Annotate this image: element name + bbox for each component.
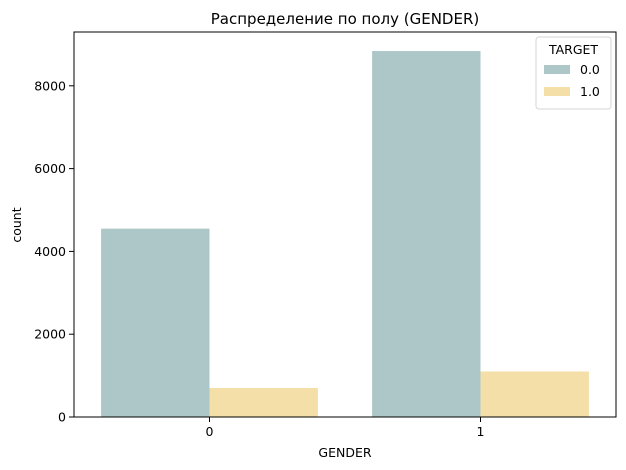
x-tick-label: 0 — [206, 424, 214, 439]
legend-label-1: 1.0 — [580, 84, 600, 99]
x-tick-label: 1 — [477, 424, 485, 439]
legend-label-0: 0.0 — [580, 62, 600, 77]
y-tick-label: 8000 — [34, 78, 66, 93]
chart-title: Распределение по полу (GENDER) — [211, 10, 479, 28]
legend-swatch-1 — [544, 87, 570, 96]
bars-layer — [101, 51, 589, 418]
bar-gender-0-target-1.0 — [209, 388, 318, 417]
y-axis: 0 2000 4000 6000 8000 — [34, 78, 74, 425]
y-tick-label: 6000 — [34, 161, 66, 176]
y-tick-label: 2000 — [34, 327, 66, 342]
x-axis-label: GENDER — [318, 445, 371, 460]
bar-gender-0-target-0.0 — [101, 228, 210, 417]
legend: TARGET 0.0 1.0 — [535, 36, 612, 110]
legend-swatch-0 — [544, 65, 570, 74]
y-tick-label: 0 — [58, 410, 66, 425]
plot-frame — [73, 31, 617, 418]
y-axis-label: count — [9, 207, 24, 242]
y-tick-label: 4000 — [34, 244, 66, 259]
bar-gender-1-target-0.0 — [372, 51, 481, 418]
bar-gender-1-target-1.0 — [480, 371, 589, 417]
legend-title: TARGET — [548, 42, 598, 57]
